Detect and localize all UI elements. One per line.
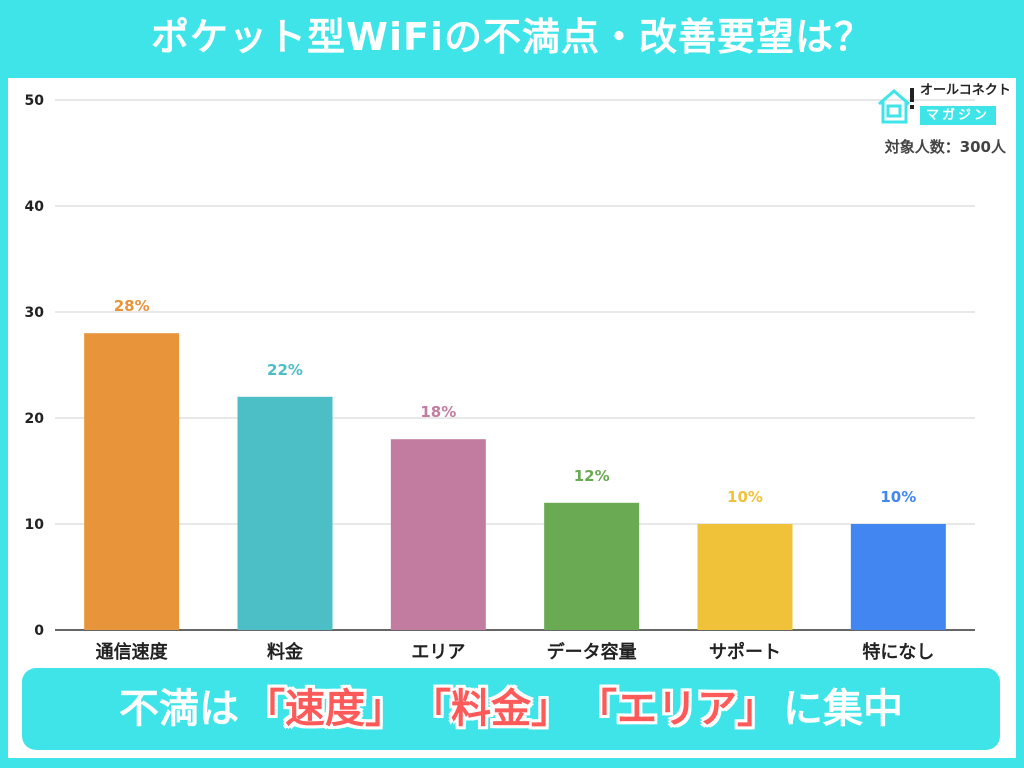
bar <box>697 524 793 630</box>
sample-size: 対象人数：300人 <box>884 138 1006 156</box>
logo-text: オールコネクト <box>920 83 1011 98</box>
x-tick-label: 通信速度 <box>96 641 169 663</box>
data-label: 10% <box>727 488 763 506</box>
banner-highlight-price: 「料金」 <box>411 686 571 732</box>
bar <box>850 524 946 630</box>
summary-banner: 不満は 「速度」 「料金」 「エリア」 に集中 <box>22 668 1000 750</box>
logo: オールコネクト マガジン <box>876 82 1011 130</box>
bar <box>390 439 486 630</box>
y-tick-label: 0 <box>34 623 44 639</box>
x-tick-label: 料金 <box>267 641 304 663</box>
house-logo-icon <box>878 88 914 124</box>
y-tick-label: 50 <box>25 93 45 109</box>
data-label: 12% <box>574 467 610 485</box>
y-tick-label: 10 <box>25 517 45 533</box>
page-title: ポケット型WiFiの不満点・改善要望は？ <box>151 15 873 59</box>
logo-subtext: マガジン <box>920 106 997 125</box>
data-label: 22% <box>267 361 303 379</box>
x-tick-label: エリア <box>411 642 465 663</box>
data-label: 10% <box>880 488 916 506</box>
banner-suffix: に集中 <box>783 686 903 732</box>
x-tick-label: データ容量 <box>547 641 637 663</box>
data-label: 18% <box>420 403 456 421</box>
x-tick-label: サポート <box>709 641 781 663</box>
y-tick-label: 20 <box>25 411 45 427</box>
x-tick-label: 特になし <box>862 641 934 663</box>
y-tick-label: 30 <box>25 305 45 321</box>
bar <box>84 333 180 630</box>
bar <box>237 396 333 630</box>
data-label: 28% <box>114 297 150 315</box>
bar <box>544 502 640 630</box>
banner-prefix: 不満は <box>119 686 239 732</box>
y-tick-label: 40 <box>25 199 45 215</box>
banner-highlight-speed: 「速度」 <box>245 686 405 732</box>
banner-highlight-area: 「エリア」 <box>577 686 777 732</box>
